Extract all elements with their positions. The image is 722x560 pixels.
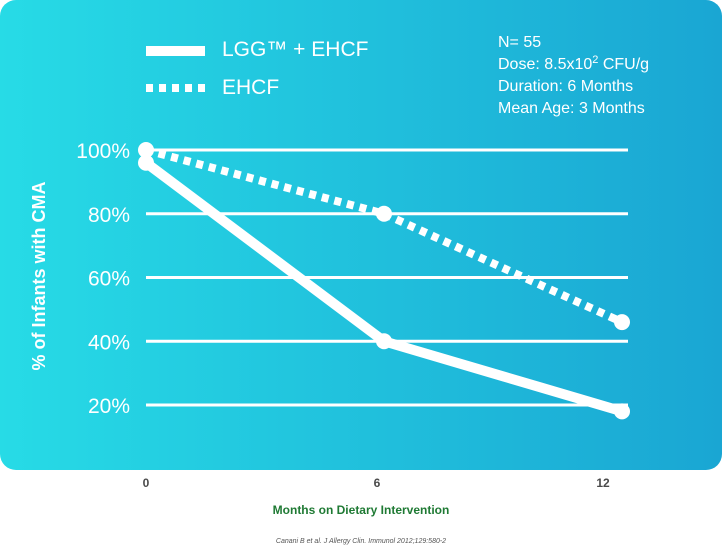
x-tick-label-12: 12 — [596, 476, 610, 490]
data-point-ehcf-6 — [376, 205, 392, 222]
info-duration: Duration: 6 Months — [498, 78, 633, 95]
y-tick-label-40: 40% — [88, 331, 130, 354]
info-dose: Dose: 8.5x102 CFU/g — [498, 54, 649, 73]
data-point-ehcf-0 — [138, 142, 154, 158]
y-tick-label-20: 20% — [88, 395, 130, 418]
y-tick-label-100: 100% — [76, 140, 130, 163]
legend: LGG™ + EHCF EHCF — [146, 38, 368, 99]
y-tick-label-80: 80% — [88, 204, 130, 227]
x-axis-label: Months on Dietary Intervention — [272, 503, 450, 517]
info-mean-age: Mean Age: 3 Months — [498, 100, 645, 117]
line-chart: 20% 40% 60% 80% 100% LGG™ + EHCF EHCF N= 55 … — [0, 0, 722, 470]
x-tick-label-6: 6 — [373, 476, 381, 490]
study-info: N= 55 Dose: 8.5x102 CFU/g Duration: 6 Mo… — [498, 34, 649, 117]
data-point-lgg-ehcf-0 — [138, 154, 154, 171]
citation: Canani B et al. J Allergy Clin. Immunol … — [275, 538, 447, 545]
legend-label-ehcf: EHCF — [222, 76, 279, 99]
data-points — [138, 142, 630, 420]
chart-panel: 20% 40% 60% 80% 100% LGG™ + EHCF EHCF N= 55 … — [0, 0, 722, 470]
y-tick-label-60: 60% — [88, 268, 130, 291]
series-line-ehcf — [144, 146, 624, 326]
chart-background — [0, 0, 722, 470]
data-point-ehcf-12 — [614, 314, 630, 331]
data-point-lgg-ehcf-6 — [376, 333, 392, 350]
data-point-lgg-ehcf-12 — [614, 403, 630, 420]
y-axis-label: % of Infants with CMA — [29, 182, 49, 371]
y-tick-labels: 20% 40% 60% 80% 100% — [76, 140, 130, 418]
info-n: N= 55 — [498, 34, 541, 51]
legend-label-lgg-ehcf: LGG™ + EHCF — [222, 38, 368, 61]
x-tick-label-0: 0 — [142, 476, 150, 490]
